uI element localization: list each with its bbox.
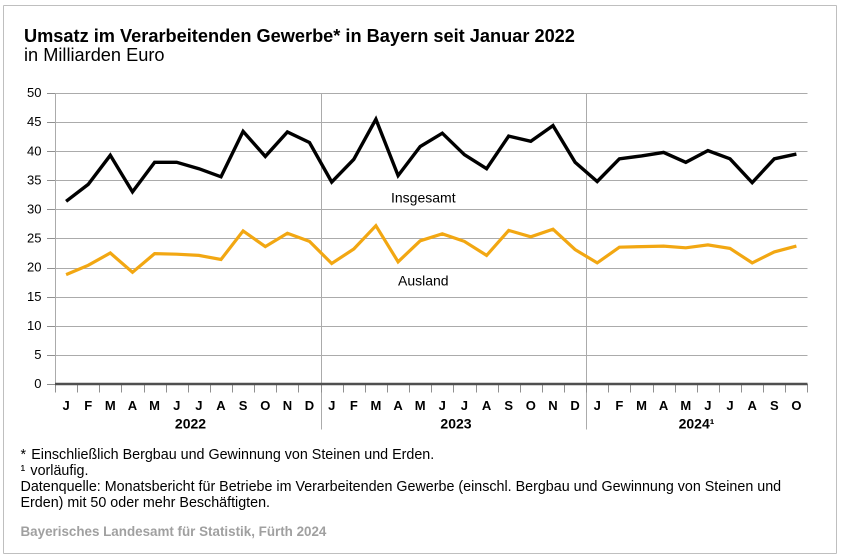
svg-text:20: 20 <box>27 260 41 275</box>
svg-text:Insgesamt: Insgesamt <box>391 190 456 206</box>
svg-text:J: J <box>195 398 202 413</box>
svg-text:Ausland: Ausland <box>398 273 449 289</box>
svg-text:F: F <box>615 398 623 413</box>
svg-text:35: 35 <box>27 172 41 187</box>
svg-text:2024¹: 2024¹ <box>679 416 715 432</box>
svg-text:A: A <box>482 398 492 413</box>
svg-text:S: S <box>504 398 513 413</box>
svg-text:S: S <box>239 398 248 413</box>
svg-text:J: J <box>726 398 733 413</box>
svg-text:O: O <box>791 398 801 413</box>
svg-text:5: 5 <box>34 347 41 362</box>
svg-text:J: J <box>461 398 468 413</box>
svg-text:15: 15 <box>27 289 41 304</box>
svg-text:F: F <box>84 398 92 413</box>
svg-text:J: J <box>439 398 446 413</box>
svg-text:2023: 2023 <box>440 416 471 432</box>
svg-text:25: 25 <box>27 231 41 246</box>
svg-text:J: J <box>704 398 711 413</box>
svg-text:M: M <box>149 398 160 413</box>
svg-text:M: M <box>105 398 116 413</box>
svg-text:0: 0 <box>34 376 41 391</box>
svg-text:J: J <box>594 398 601 413</box>
svg-text:O: O <box>260 398 270 413</box>
svg-text:A: A <box>748 398 758 413</box>
svg-text:N: N <box>548 398 557 413</box>
svg-text:10: 10 <box>27 318 41 333</box>
svg-text:A: A <box>128 398 138 413</box>
svg-text:O: O <box>526 398 536 413</box>
svg-text:S: S <box>770 398 779 413</box>
svg-text:M: M <box>415 398 426 413</box>
svg-text:J: J <box>62 398 69 413</box>
svg-text:M: M <box>636 398 647 413</box>
svg-text:A: A <box>393 398 403 413</box>
svg-text:M: M <box>680 398 691 413</box>
svg-text:D: D <box>305 398 314 413</box>
svg-text:45: 45 <box>27 114 41 129</box>
svg-text:A: A <box>216 398 226 413</box>
svg-text:40: 40 <box>27 143 41 158</box>
svg-text:30: 30 <box>27 202 41 217</box>
svg-text:F: F <box>350 398 358 413</box>
svg-text:N: N <box>283 398 292 413</box>
svg-text:J: J <box>173 398 180 413</box>
svg-text:2022: 2022 <box>175 416 206 432</box>
svg-text:D: D <box>570 398 579 413</box>
svg-text:M: M <box>370 398 381 413</box>
svg-text:50: 50 <box>27 85 41 100</box>
svg-text:A: A <box>659 398 669 413</box>
svg-text:J: J <box>328 398 335 413</box>
